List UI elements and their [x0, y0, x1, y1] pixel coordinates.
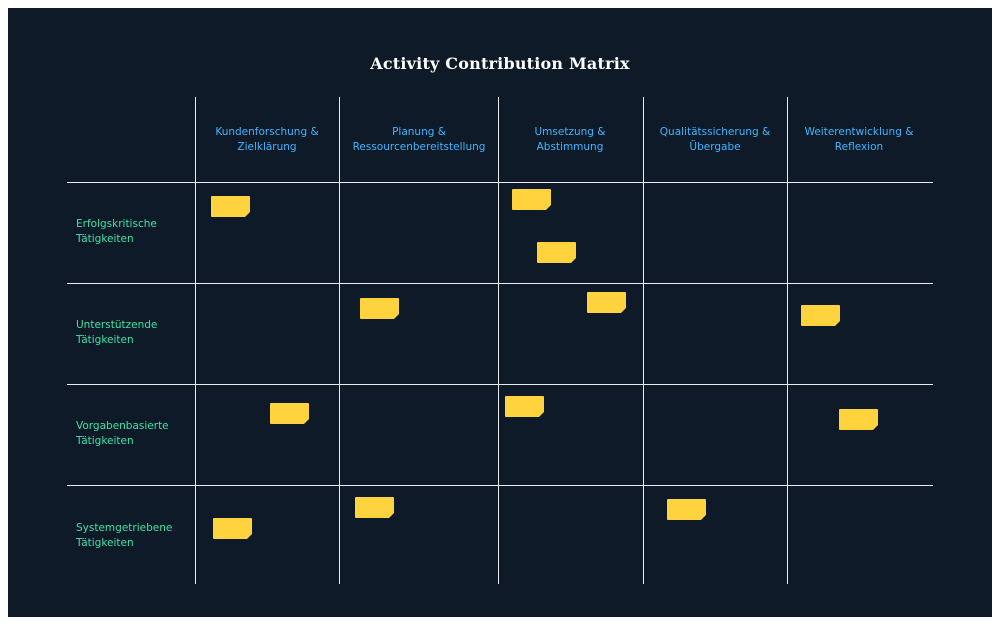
sticky-note[interactable] [512, 189, 551, 210]
grid-line-vertical [195, 97, 196, 584]
page-title: Activity Contribution Matrix [370, 54, 630, 73]
sticky-note[interactable] [270, 403, 309, 424]
column-header: Umsetzung & Abstimmung [534, 126, 606, 153]
grid-line-vertical [787, 97, 788, 584]
column-header: Weiterentwicklung & Reflexion [804, 126, 914, 153]
grid-line-horizontal [67, 384, 933, 385]
column-header: Kundenforschung & Zielklärung [215, 126, 319, 153]
sticky-note[interactable] [355, 497, 394, 518]
grid-line-vertical [643, 97, 644, 584]
row-header: Vorgabenbasierte Tätigkeiten [76, 420, 169, 447]
sticky-note[interactable] [211, 196, 250, 217]
column-header: Qualitätssicherung & Übergabe [659, 126, 771, 153]
sticky-note[interactable] [505, 396, 544, 417]
row-header: Systemgetriebene Tätigkeiten [76, 522, 173, 549]
sticky-note[interactable] [537, 242, 576, 263]
row-header: Erfolgskritische Tätigkeiten [76, 218, 157, 245]
grid-line-vertical [339, 97, 340, 584]
row-header: Unterstützende Tätigkeiten [76, 319, 158, 346]
sticky-note[interactable] [587, 292, 626, 313]
sticky-note[interactable] [839, 409, 878, 430]
grid-line-horizontal [67, 182, 933, 183]
sticky-note[interactable] [801, 305, 840, 326]
matrix-board: Activity Contribution Matrix Kundenforsc… [8, 8, 992, 617]
grid-line-horizontal [67, 485, 933, 486]
column-header: Planung & Ressourcenbereitstellung [352, 126, 486, 153]
grid-line-horizontal [67, 283, 933, 284]
sticky-note[interactable] [213, 518, 252, 539]
sticky-note[interactable] [667, 499, 706, 520]
sticky-note[interactable] [360, 298, 399, 319]
grid-line-vertical [498, 97, 499, 584]
